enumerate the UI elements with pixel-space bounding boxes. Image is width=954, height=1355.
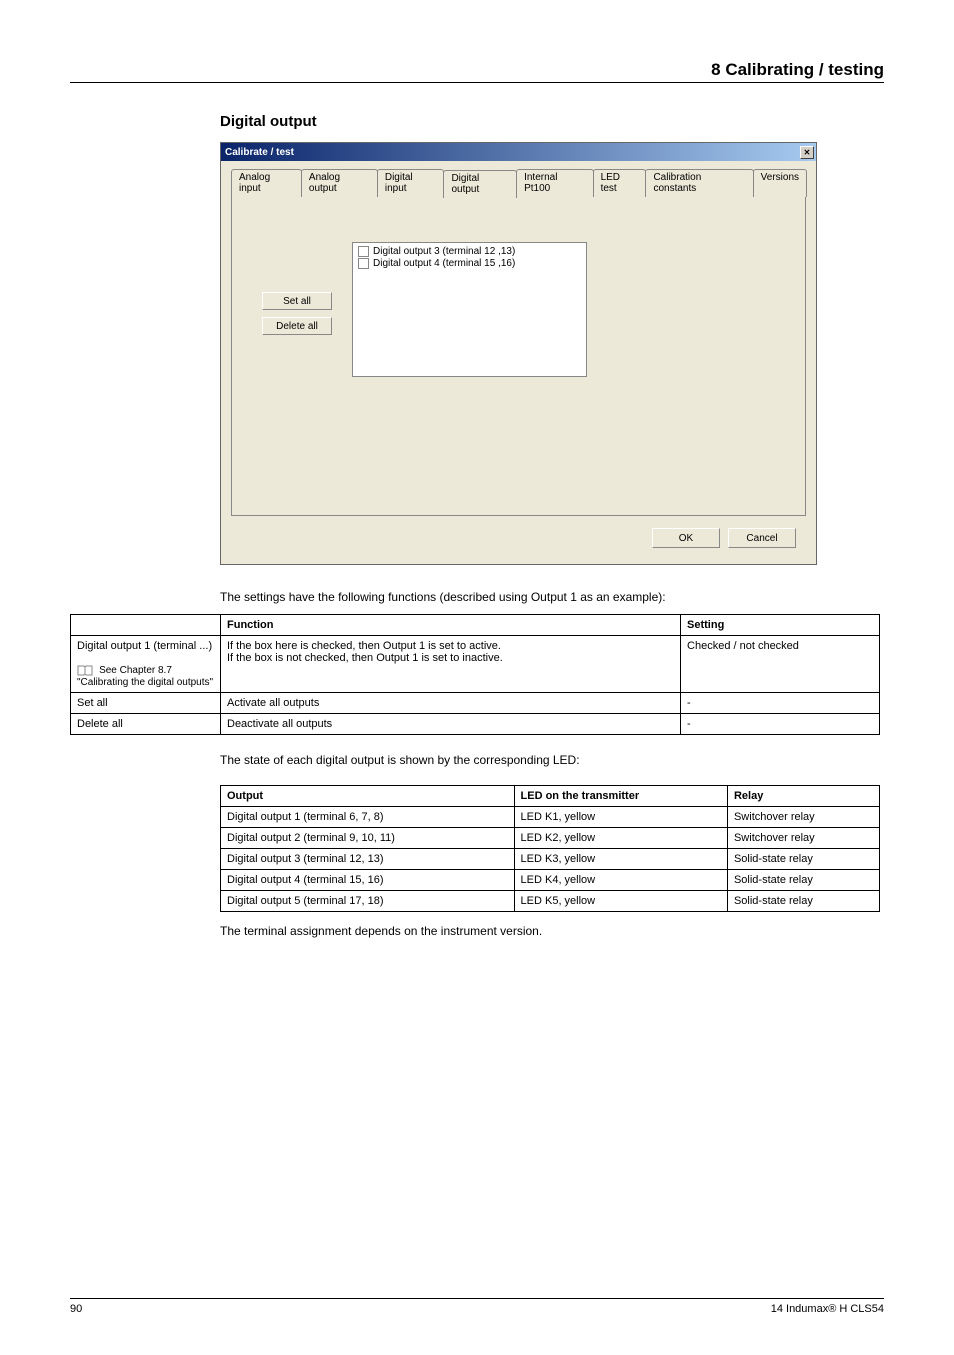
cell-text: Checked / not checked (681, 636, 880, 693)
titlebar: Calibrate / test ✕ (221, 143, 816, 161)
screenshot: Calibrate / test ✕ Analog input Analog o… (220, 142, 884, 565)
table-header (71, 615, 221, 636)
table1-note: The settings have the following function… (220, 590, 884, 604)
tab-digital-input[interactable]: Digital input (377, 169, 445, 197)
dialog-title: Calibrate / test (225, 147, 294, 158)
cell-text: Delete all (71, 714, 221, 735)
tab-digital-output[interactable]: Digital output (443, 170, 517, 198)
led-table: Output LED on the transmitter Relay Digi… (220, 785, 880, 912)
cell-text: Digital output 3 (terminal 12, 13) (221, 849, 515, 870)
cell-text: Switchover relay (727, 807, 879, 828)
cell-text: Digital output 2 (terminal 9, 10, 11) (221, 828, 515, 849)
cell-text: - (681, 714, 880, 735)
book-icon (77, 664, 99, 676)
tab-calibration-constants[interactable]: Calibration constants (645, 169, 753, 197)
doc-ref: 14 Indumax® H CLS54 (771, 1303, 884, 1315)
dialog-window: Calibrate / test ✕ Analog input Analog o… (220, 142, 817, 565)
cell-text: Activate all outputs (221, 693, 681, 714)
page-footer: 90 14 Indumax® H CLS54 (70, 1298, 884, 1315)
table-header: Setting (681, 615, 880, 636)
footnote: The terminal assignment depends on the i… (220, 924, 884, 938)
cell-text: Digital output 1 (terminal 6, 7, 8) (221, 807, 515, 828)
checkbox-icon[interactable] (358, 258, 369, 269)
function-table: Function Setting Digital output 1 (termi… (70, 614, 880, 735)
tab-internal-pt100[interactable]: Internal Pt100 (516, 169, 593, 197)
tab-led-test[interactable]: LED test (593, 169, 647, 197)
table-row: Set all Activate all outputs - (71, 693, 880, 714)
checkbox-label: Digital output 4 (terminal 15 ,16) (373, 258, 515, 269)
table-row: Digital output 3 (terminal 12, 13)LED K3… (221, 849, 880, 870)
page-number: 90 (70, 1303, 82, 1315)
cell-text: Solid-state relay (727, 849, 879, 870)
close-icon[interactable]: ✕ (800, 146, 814, 159)
ok-button[interactable]: OK (652, 528, 720, 548)
table-header: Function (221, 615, 681, 636)
table-row: Digital output 5 (terminal 17, 18)LED K5… (221, 891, 880, 912)
top-rule (70, 82, 884, 83)
cell-text: Digital output 4 (terminal 15, 16) (221, 870, 515, 891)
subsection-title: Digital output (220, 113, 884, 130)
cell-text: LED K2, yellow (514, 828, 727, 849)
cell-text: Switchover relay (727, 828, 879, 849)
checkbox-label: Digital output 3 (terminal 12 ,13) (373, 246, 515, 257)
tab-versions[interactable]: Versions (753, 169, 807, 197)
cell-text: LED K4, yellow (514, 870, 727, 891)
cell-text: LED K5, yellow (514, 891, 727, 912)
delete-all-button[interactable]: Delete all (262, 317, 332, 335)
table-row: Delete all Deactivate all outputs - (71, 714, 880, 735)
cell-text: - (681, 693, 880, 714)
checkbox-row-1[interactable]: Digital output 3 (terminal 12 ,13) (358, 246, 581, 257)
table-row: Digital output 1 (terminal 6, 7, 8)LED K… (221, 807, 880, 828)
tab-analog-output[interactable]: Analog output (301, 169, 378, 197)
set-all-button[interactable]: Set all (262, 292, 332, 310)
table-row: Digital output 2 (terminal 9, 10, 11)LED… (221, 828, 880, 849)
checkbox-panel: Digital output 3 (terminal 12 ,13) Digit… (352, 242, 587, 377)
cell-text: Digital output 5 (terminal 17, 18) (221, 891, 515, 912)
checkbox-icon[interactable] (358, 246, 369, 257)
tab-strip: Analog input Analog output Digital input… (231, 169, 806, 197)
table2-note: The state of each digital output is show… (220, 753, 884, 767)
cell-icon: Digital output 1 (terminal ...) See Chap… (71, 636, 221, 693)
table-header: LED on the transmitter (514, 786, 727, 807)
table-header: Output (221, 786, 515, 807)
cell-text: LED K3, yellow (514, 849, 727, 870)
dialog-body: Analog input Analog output Digital input… (221, 161, 816, 564)
cell-text: Solid-state relay (727, 891, 879, 912)
cell-text: Set all (71, 693, 221, 714)
tab-analog-input[interactable]: Analog input (231, 169, 302, 197)
cell-text: Solid-state relay (727, 870, 879, 891)
tab-panel: Set all Delete all Digital output 3 (ter… (231, 196, 806, 516)
dialog-bottom-bar: OK Cancel (231, 516, 806, 554)
cancel-button[interactable]: Cancel (728, 528, 796, 548)
cell-text: LED K1, yellow (514, 807, 727, 828)
table-row: Digital output 4 (terminal 15, 16)LED K4… (221, 870, 880, 891)
checkbox-row-2[interactable]: Digital output 4 (terminal 15 ,16) (358, 258, 581, 269)
section-heading: 8 Calibrating / testing (70, 60, 884, 80)
table-header: Relay (727, 786, 879, 807)
cell-text: Digital output 1 (terminal ...) (77, 640, 212, 652)
cell-text: If the box here is checked, then Output … (221, 636, 681, 693)
cell-text: Deactivate all outputs (221, 714, 681, 735)
table-row: Digital output 1 (terminal ...) See Chap… (71, 636, 880, 693)
